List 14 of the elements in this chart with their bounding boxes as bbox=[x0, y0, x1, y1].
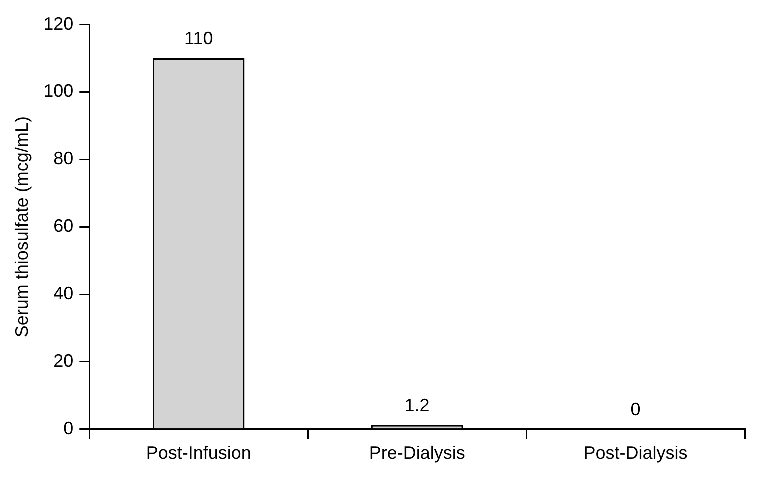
x-tick-label: Post-Infusion bbox=[146, 443, 252, 464]
data-label: 1.2 bbox=[404, 395, 430, 416]
x-tick-label: Post-Dialysis bbox=[584, 443, 688, 464]
y-tick-label: 120 bbox=[44, 14, 74, 34]
x-tick-label: Pre-Dialysis bbox=[369, 443, 466, 464]
y-tick-label: 80 bbox=[54, 148, 74, 169]
data-label: 110 bbox=[184, 28, 214, 48]
y-tick-label: 40 bbox=[54, 284, 74, 304]
y-tick-label: 100 bbox=[44, 81, 74, 102]
y-axis-title: Serum thiosulfate (mcg/mL) bbox=[12, 116, 32, 338]
y-tick-label: 60 bbox=[54, 216, 74, 236]
y-tick-label: 20 bbox=[54, 350, 74, 371]
y-tick-label: 0 bbox=[64, 418, 74, 438]
data-label: 0 bbox=[630, 399, 641, 420]
